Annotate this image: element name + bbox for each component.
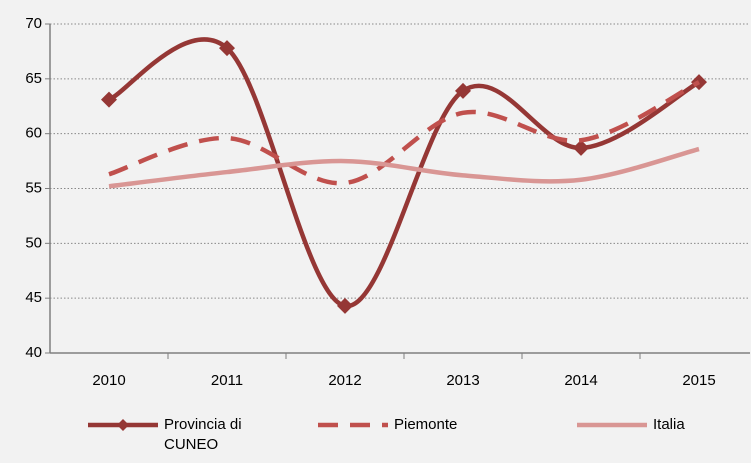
x-tick-label: 2015 bbox=[682, 372, 715, 389]
point-marker bbox=[573, 139, 589, 156]
legend-label: Provincia di CUNEO bbox=[164, 416, 242, 453]
x-tick-label: 2010 bbox=[92, 372, 125, 389]
x-tick-label: 2014 bbox=[564, 372, 597, 389]
y-tick-label: 65 bbox=[25, 70, 42, 87]
x-tick-label: 2011 bbox=[211, 372, 243, 389]
series-line bbox=[108, 146, 700, 189]
point-marker bbox=[101, 91, 117, 108]
legend-label: Italia bbox=[653, 416, 685, 433]
y-tick-label: 55 bbox=[25, 179, 42, 196]
series-line bbox=[108, 80, 701, 186]
legend-label: Piemonte bbox=[394, 416, 458, 433]
y-tick-label: 70 bbox=[25, 15, 42, 32]
y-tick-label: 45 bbox=[25, 289, 42, 306]
point-marker bbox=[337, 297, 353, 314]
y-tick-label: 40 bbox=[25, 344, 42, 361]
legend-marker bbox=[117, 419, 129, 431]
x-tick-label: 2012 bbox=[328, 372, 361, 389]
y-tick-label: 60 bbox=[25, 125, 42, 142]
x-tick-label: 2013 bbox=[446, 372, 479, 389]
y-tick-label: 50 bbox=[25, 234, 42, 251]
point-marker bbox=[219, 40, 235, 57]
point-marker bbox=[455, 82, 471, 99]
